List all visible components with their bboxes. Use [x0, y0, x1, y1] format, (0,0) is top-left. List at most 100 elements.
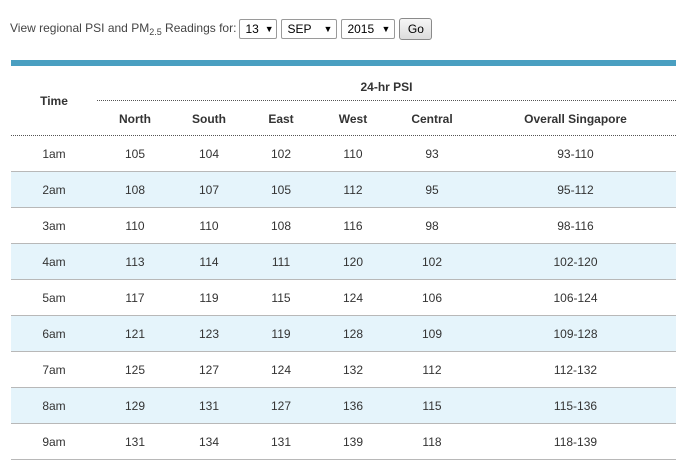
table-row: 5am 117 119 115 124 106 106-124: [11, 280, 676, 316]
south-psi-cell: 110: [199, 219, 219, 233]
table-row: 2am 108 107 105 112 95 95-112: [11, 172, 676, 208]
table-top-rule: [11, 60, 676, 66]
south-psi-cell: 127: [198, 363, 220, 377]
table-row: 8am 129 131 127 136 115 115-136: [11, 388, 676, 424]
north-psi-cell: 110: [125, 219, 145, 233]
west-psi-cell: 110: [343, 147, 363, 161]
west-psi-cell: 120: [342, 255, 364, 269]
north-psi-cell: 113: [125, 255, 145, 269]
west-psi-cell: 112: [343, 183, 363, 197]
west-psi-cell: 132: [342, 363, 364, 377]
overall-psi-cell: 98-116: [557, 219, 594, 233]
east-psi-cell: 108: [270, 219, 292, 233]
east-psi-cell: 131: [270, 435, 292, 449]
overall-psi-cell: 112-132: [553, 363, 598, 377]
region-column-headers: North South East West Central Overall Si…: [11, 106, 676, 132]
day-select[interactable]: 13 ▼: [239, 19, 278, 39]
table-row: 1am 105 104 102 110 93 93-110: [11, 136, 676, 172]
west-psi-cell: 128: [342, 327, 364, 341]
overall-psi-cell: 109-128: [553, 327, 598, 341]
table-row: 6am 121 123 119 128 109 109-128: [11, 316, 676, 352]
north-psi-cell: 131: [124, 435, 146, 449]
south-psi-cell: 119: [199, 291, 219, 305]
overall-psi-cell: 115-136: [553, 399, 598, 413]
west-psi-cell: 139: [342, 435, 364, 449]
year-select-value: 2015: [347, 22, 375, 36]
time-cell: 4am: [42, 255, 66, 269]
date-filter-bar: View regional PSI and PM2.5 Readings for…: [10, 17, 433, 41]
column-header-south: South: [192, 112, 226, 126]
east-psi-cell: 102: [270, 147, 292, 161]
overall-psi-cell: 93-110: [557, 147, 594, 161]
time-cell: 9am: [42, 435, 66, 449]
south-psi-cell: 123: [198, 327, 220, 341]
time-cell: 1am: [42, 147, 66, 161]
north-psi-cell: 121: [124, 327, 146, 341]
overall-psi-cell: 106-124: [553, 291, 598, 305]
north-psi-cell: 108: [124, 183, 146, 197]
west-psi-cell: 124: [342, 291, 364, 305]
psi-group-header: 24-hr PSI: [97, 74, 676, 101]
north-psi-cell: 125: [124, 363, 146, 377]
column-header-overall: Overall Singapore: [524, 112, 627, 126]
table-row: 9am 131 134 131 139 118 118-139: [11, 424, 676, 460]
chevron-down-icon: ▼: [323, 24, 333, 34]
south-psi-cell: 131: [198, 399, 220, 413]
table-row: 4am 113 114 111 120 102 102-120: [11, 244, 676, 280]
psi-readings-table: Time 24-hr PSI North South East West Cen…: [11, 66, 676, 460]
filter-label: View regional PSI and PM2.5 Readings for…: [10, 21, 236, 37]
east-psi-cell: 124: [270, 363, 292, 377]
west-psi-cell: 136: [342, 399, 364, 413]
time-cell: 8am: [42, 399, 66, 413]
overall-psi-cell: 95-112: [557, 183, 594, 197]
year-select[interactable]: 2015 ▼: [341, 19, 396, 39]
time-cell: 6am: [42, 327, 66, 341]
central-psi-cell: 109: [421, 327, 443, 341]
central-psi-cell: 112: [422, 363, 442, 377]
east-psi-cell: 119: [271, 327, 291, 341]
month-select-value: SEP: [287, 22, 312, 36]
north-psi-cell: 129: [124, 399, 146, 413]
central-psi-cell: 98: [425, 219, 439, 233]
central-psi-cell: 93: [425, 147, 439, 161]
south-psi-cell: 134: [198, 435, 220, 449]
south-psi-cell: 104: [198, 147, 220, 161]
central-psi-cell: 118: [422, 435, 442, 449]
chevron-down-icon: ▼: [381, 24, 391, 34]
chevron-down-icon: ▼: [264, 24, 274, 34]
north-psi-cell: 105: [124, 147, 146, 161]
column-header-east: East: [268, 112, 294, 126]
central-psi-cell: 115: [422, 399, 442, 413]
time-cell: 3am: [42, 219, 66, 233]
west-psi-cell: 116: [343, 219, 363, 233]
east-psi-cell: 115: [271, 291, 291, 305]
filter-label-subscript: 2.5: [149, 27, 162, 37]
filter-label-prefix: View regional PSI and PM: [10, 21, 150, 35]
central-psi-cell: 102: [421, 255, 443, 269]
central-psi-cell: 106: [421, 291, 443, 305]
east-psi-cell: 105: [270, 183, 292, 197]
time-cell: 2am: [42, 183, 66, 197]
table-row: 3am 110 110 108 116 98 98-116: [11, 208, 676, 244]
south-psi-cell: 107: [198, 183, 220, 197]
time-cell: 7am: [42, 363, 66, 377]
south-psi-cell: 114: [199, 255, 219, 269]
east-psi-cell: 127: [270, 399, 292, 413]
central-psi-cell: 95: [425, 183, 439, 197]
overall-psi-cell: 102-120: [553, 255, 598, 269]
filter-label-suffix: Readings for:: [161, 21, 237, 35]
column-header-central: Central: [411, 112, 453, 126]
time-cell: 5am: [42, 291, 66, 305]
table-body: 1am 105 104 102 110 93 93-110 2am 108 107 105 112 95…: [11, 136, 676, 460]
table-header: Time 24-hr PSI North South East West Cen…: [11, 66, 676, 136]
go-button[interactable]: Go: [399, 18, 433, 40]
overall-psi-cell: 118-139: [553, 435, 598, 449]
column-header-west: West: [338, 112, 368, 126]
north-psi-cell: 117: [125, 291, 145, 305]
column-header-north: North: [119, 112, 151, 126]
time-column-header: Time: [40, 93, 68, 108]
table-row: 7am 125 127 124 132 112 112-132: [11, 352, 676, 388]
month-select[interactable]: SEP ▼: [281, 19, 338, 39]
east-psi-cell: 111: [271, 255, 291, 269]
day-select-value: 13: [245, 22, 259, 36]
